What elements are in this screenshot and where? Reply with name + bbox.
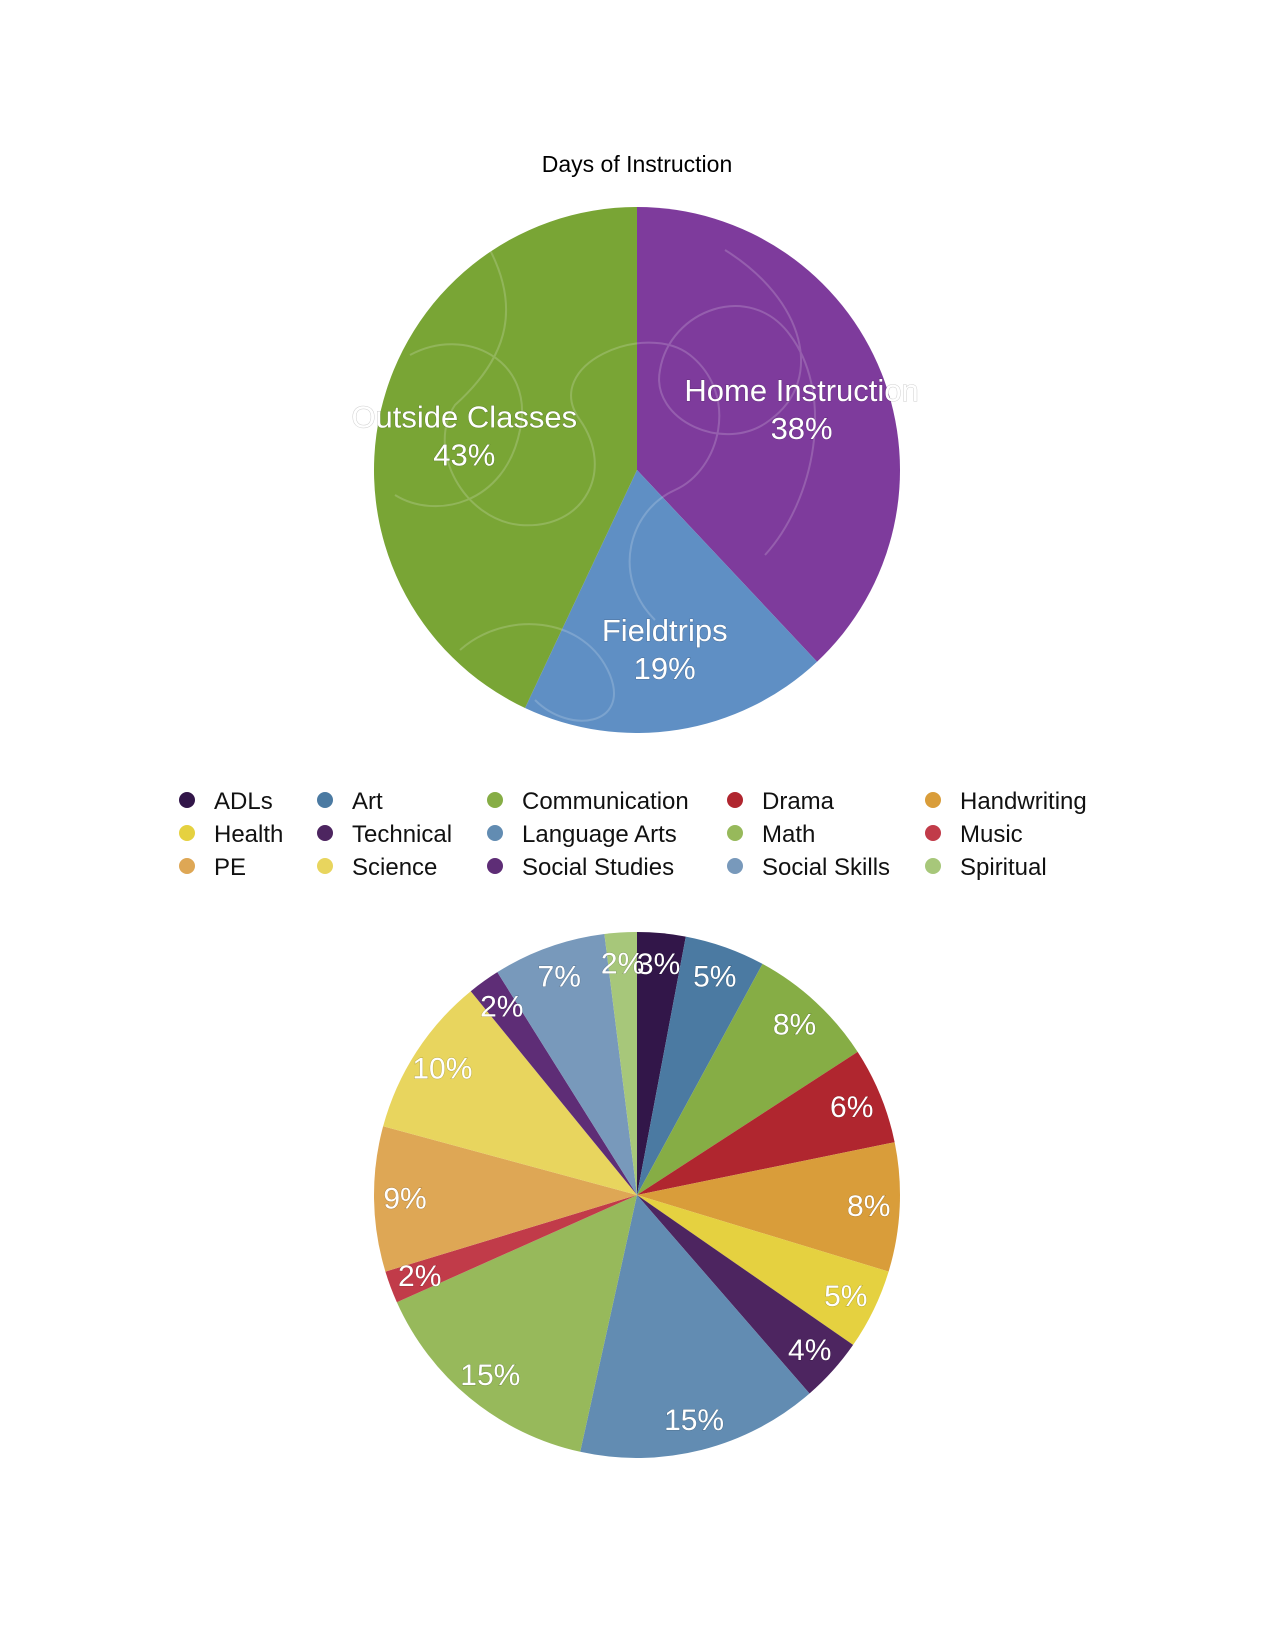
legend-swatch [925, 792, 941, 808]
pie-slice-art [637, 936, 763, 1195]
legend-item-adls: ADLs [179, 788, 273, 815]
pie-slice-science [383, 991, 637, 1195]
legend-swatch [317, 858, 333, 874]
pie-slice-technical [637, 1195, 854, 1394]
legend-swatch [925, 858, 941, 874]
legend-swatch [179, 825, 195, 841]
legend-item-social-studies: Social Studies [487, 854, 674, 881]
pie-slice-communication [637, 963, 858, 1195]
legend-item-communication: Communication [487, 788, 689, 815]
legend-label: Science [352, 854, 437, 881]
legend-item-science: Science [317, 854, 437, 881]
slice-percent: 43% [433, 437, 495, 472]
slice-label-fieldtrips: Fieldtrips 19% [602, 613, 728, 686]
slice-label-adls: 3% [637, 948, 680, 981]
legend-item-pe: PE [179, 854, 246, 881]
legend-item-spiritual: Spiritual [925, 854, 1047, 881]
legend: ADLs Art Communication Drama Handwriting Heal… [179, 788, 1087, 881]
slice-label-pe: 9% [383, 1183, 426, 1216]
legend-label: Technical [352, 821, 452, 848]
pie-slice-math [396, 1195, 637, 1452]
slice-label-science: 10% [412, 1053, 472, 1086]
legend-swatch [925, 825, 941, 841]
pie-slice-pe [374, 1126, 637, 1272]
slice-label-home-instruction: Home Instruction 38% [684, 373, 918, 446]
legend-label: ADLs [214, 788, 273, 815]
legend-label: Drama [762, 788, 835, 815]
legend-swatch [317, 825, 333, 841]
legend-swatch [487, 858, 503, 874]
legend-swatch [727, 792, 743, 808]
legend-swatch [487, 825, 503, 841]
legend-swatch [317, 792, 333, 808]
slice-label-language-arts: 15% [664, 1404, 724, 1437]
slice-percent: 38% [771, 411, 833, 446]
legend-label: Social Skills [762, 854, 890, 881]
legend-swatch [487, 792, 503, 808]
legend-item-technical: Technical [317, 821, 452, 848]
legend-label: Handwriting [960, 788, 1087, 815]
legend-item-language-arts: Language Arts [487, 821, 677, 848]
pie-slice-music [385, 1195, 637, 1303]
slice-name: Outside Classes [351, 399, 577, 434]
legend-item-social-skills: Social Skills [727, 854, 890, 881]
pie-slice-drama [637, 1051, 895, 1195]
legend-item-drama: Drama [727, 788, 835, 815]
legend-label: PE [214, 854, 246, 881]
legend-swatch [727, 825, 743, 841]
slice-label-outside-classes: Outside Classes 43% [351, 399, 577, 472]
slice-percent: 19% [634, 651, 696, 686]
legend-item-art: Art [317, 788, 383, 815]
pie-slice-handwriting [637, 1142, 900, 1272]
pie-chart-subjects: 3% 5%8%6%8%5%4%15%15%2%9%10%2%7% 2% [374, 931, 900, 1458]
pie-chart-days-of-instruction: Home Instruction 38% Fieldtrips 19% Outside … [351, 207, 919, 734]
slice-label-communication: 8% [773, 1009, 816, 1042]
legend-label: Health [214, 821, 283, 848]
slice-label-math: 15% [460, 1359, 520, 1392]
pie-slice-outside-classes [373, 207, 637, 708]
pie-slice-spiritual [604, 931, 637, 1195]
legend-label: Music [960, 821, 1023, 848]
slice-label-social-studies: 2% [480, 991, 523, 1024]
legend-swatch [727, 858, 743, 874]
pie-slice-social-skills [497, 934, 637, 1195]
legend-label: Art [352, 788, 383, 815]
pie-slice-language-arts [580, 1195, 810, 1458]
slice-label-art: 5% [693, 960, 736, 993]
slice-name: Home Instruction [684, 373, 918, 408]
pie-slice-adls [637, 932, 686, 1195]
slice-label-handwriting: 8% [847, 1190, 890, 1223]
legend-label: Language Arts [522, 821, 677, 848]
legend-swatch [179, 792, 195, 808]
pie-slice-health [637, 1195, 889, 1345]
chart-title: Days of Instruction [542, 151, 732, 177]
legend-item-math: Math [727, 821, 815, 848]
pie-slice-social-studies [470, 972, 637, 1195]
slice-label-health: 5% [824, 1280, 867, 1313]
legend-item-music: Music [925, 821, 1023, 848]
legend-label: Math [762, 821, 815, 848]
pie-slice-home-instruction [637, 207, 901, 662]
slice-label-spiritual: 2% [601, 947, 644, 980]
legend-label: Social Studies [522, 854, 674, 881]
legend-item-health: Health [179, 821, 283, 848]
slice-label-social-skills: 7% [538, 960, 581, 993]
legend-label: Communication [522, 788, 689, 815]
slice-label-drama: 6% [830, 1091, 873, 1124]
slice-label-technical: 4% [788, 1334, 831, 1367]
slice-label-music: 2% [398, 1260, 441, 1293]
legend-item-handwriting: Handwriting [925, 788, 1087, 815]
legend-swatch [179, 858, 195, 874]
pie-slice-fieldtrips [525, 470, 818, 734]
legend-label: Spiritual [960, 854, 1047, 881]
slice-name: Fieldtrips [602, 613, 728, 648]
